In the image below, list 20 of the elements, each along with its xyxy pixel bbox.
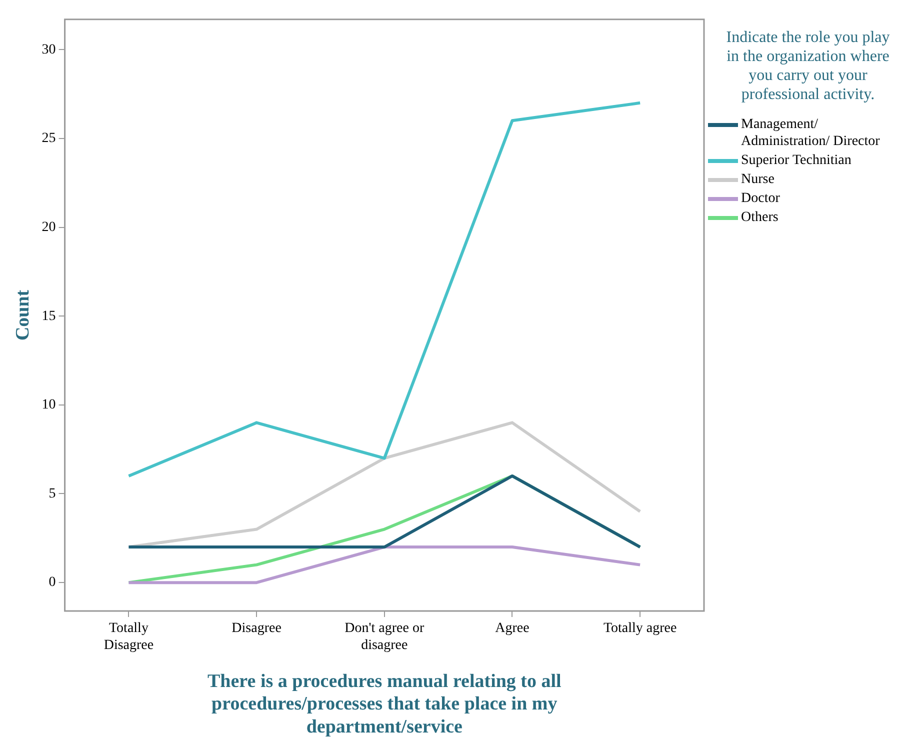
x-axis-title: There is a procedures manual relating to all procedures/processes that take place in my department/service <box>208 670 562 738</box>
y-tick-label: 20 <box>42 220 56 235</box>
y-tick-label: 15 <box>42 308 56 324</box>
x-tick-label: Agree <box>495 621 530 636</box>
legend-label: Superior Technitian <box>741 152 852 169</box>
legend-title: Indicate the role you play in the organization where you carry out your professional activity. <box>725 28 891 104</box>
x-tick-label: Totally agree <box>603 621 677 636</box>
y-tick-label: 0 <box>48 575 56 590</box>
y-tick-label: 5 <box>48 486 56 502</box>
y-tick-label: 10 <box>42 398 56 413</box>
y-tick-label: 25 <box>42 131 56 146</box>
legend-label: Others <box>741 209 778 226</box>
x-tick-label: Totally Disagree <box>104 621 154 653</box>
legend-label: Management/ Administration/ Director <box>741 116 881 150</box>
x-tick-label: Don't agree or disagree <box>344 621 424 653</box>
y-axis-title: Count <box>12 289 34 341</box>
legend-label: Doctor <box>741 190 780 207</box>
x-tick-label: Disagree <box>232 621 282 636</box>
y-tick-label: 30 <box>42 42 56 58</box>
legend-label: Nurse <box>741 171 774 188</box>
